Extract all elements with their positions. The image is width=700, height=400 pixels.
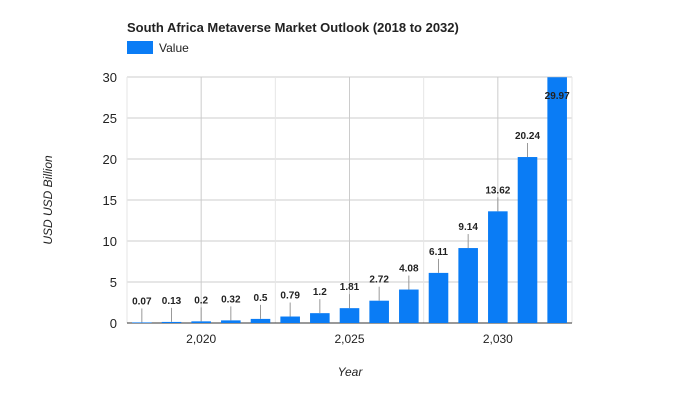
y-tick-label: 25 [103,111,117,126]
data-label: 0.2 [194,295,208,306]
y-tick-label: 30 [103,70,117,85]
bar [250,318,271,323]
data-label: 1.81 [340,282,360,293]
data-label: 0.07 [132,296,152,307]
data-label: 13.62 [485,185,510,196]
data-label: 4.08 [399,264,419,275]
bar [280,316,300,323]
legend-swatch [127,41,153,54]
data-label: 0.32 [221,294,241,305]
x-axis: 2,020 2,025 2,030 [127,322,572,346]
bar [191,321,211,323]
y-tick-label: 5 [110,275,117,290]
y-tick-label: 20 [103,152,117,167]
data-label: 0.79 [280,291,300,302]
bar [221,320,241,323]
data-labels: 0.07 0.13 0.2 0.32 0.5 0.79 1.2 1.81 2.72 4.08 6.1… [132,91,570,323]
data-label: 29.97 [545,91,570,102]
x-axis-title: Year [338,365,364,379]
bar [132,322,152,324]
data-label: 6.11 [429,247,448,258]
y-tick-label: 15 [103,193,117,208]
legend[interactable]: Value [127,41,189,55]
data-label: 20.24 [515,131,540,142]
data-label: 9.14 [458,222,478,233]
data-label: 0.13 [162,296,182,307]
bar [339,308,360,323]
x-tick-label: 2,030 [483,332,513,346]
bar [488,211,508,323]
data-label: 1.2 [313,287,327,298]
x-tick-label: 2,020 [186,332,216,346]
legend-label: Value [159,41,189,55]
bar [399,289,419,323]
bar [517,157,538,323]
y-axis: 0 5 10 15 20 25 30 [103,70,117,331]
y-tick-label: 10 [103,234,117,249]
bar [458,248,478,323]
x-tick-label: 2,025 [334,332,364,346]
bar [369,300,389,323]
bar [310,313,330,323]
chart-title: South Africa Metaverse Market Outlook (2… [127,20,459,35]
data-label: 0.5 [254,293,268,304]
bar [161,321,182,323]
data-label: 2.72 [369,275,389,286]
bar [428,272,449,323]
y-axis-title: USD USD Billion [41,155,55,245]
y-tick-label: 0 [110,316,117,331]
bar [547,77,567,323]
bars [132,77,567,324]
